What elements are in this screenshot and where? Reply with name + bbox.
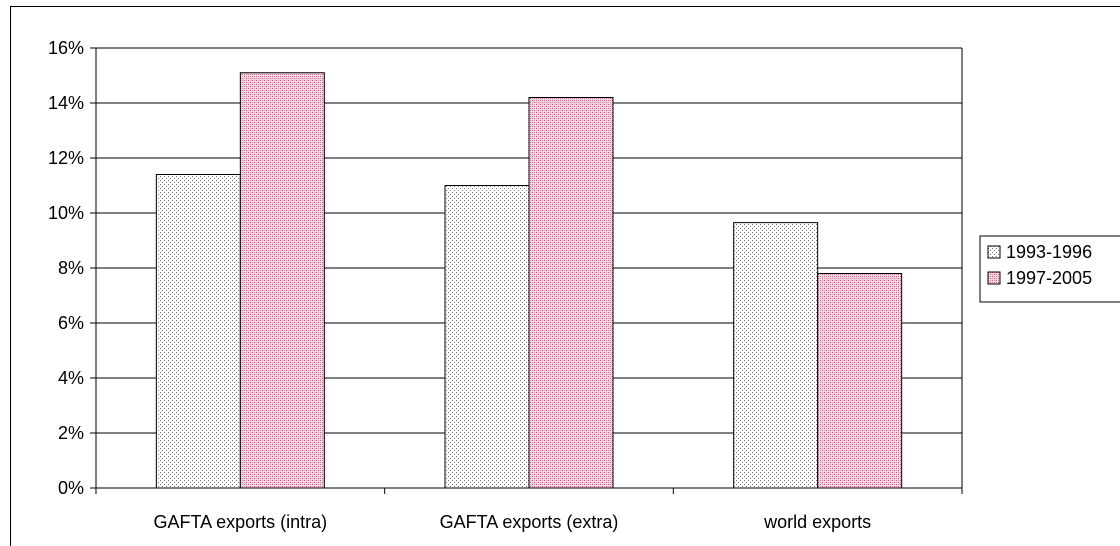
y-tick-label: 10% [48,203,84,223]
x-tick-label: world exports [763,512,871,532]
y-tick-label: 16% [48,38,84,58]
y-tick-label: 2% [58,423,84,443]
bar-1993-1996-2 [733,222,819,489]
bar-1993-1996-1 [444,185,530,489]
bar-1993-1996-0 [155,174,241,489]
x-axis-ticks: GAFTA exports (intra) GAFTA exports (extr… [95,488,963,532]
y-axis-ticks: 0% 2% 4% 6% 8% 10% 12% 14% 16% [48,38,96,498]
legend-swatch [987,245,1001,259]
y-tick-label: 14% [48,93,84,113]
x-tick-label: GAFTA exports (extra) [440,512,619,532]
bar-1997-2005-1 [528,97,614,489]
legend-swatch [987,271,1001,285]
legend-box [979,235,1120,303]
x-tick-label: GAFTA exports (intra) [153,512,327,532]
legend: 1993-1996 1997-2005 [979,235,1120,303]
y-tick-label: 8% [58,258,84,278]
y-tick-label: 0% [58,478,84,498]
bar-1997-2005-2 [817,273,903,489]
y-tick-label: 12% [48,148,84,168]
y-tick-label: 6% [58,313,84,333]
bar-1997-2005-0 [239,72,325,489]
y-tick-label: 4% [58,368,84,388]
legend-label: 1993-1996 [1006,242,1092,262]
legend-label: 1997-2005 [1006,268,1092,288]
bars [155,72,903,489]
